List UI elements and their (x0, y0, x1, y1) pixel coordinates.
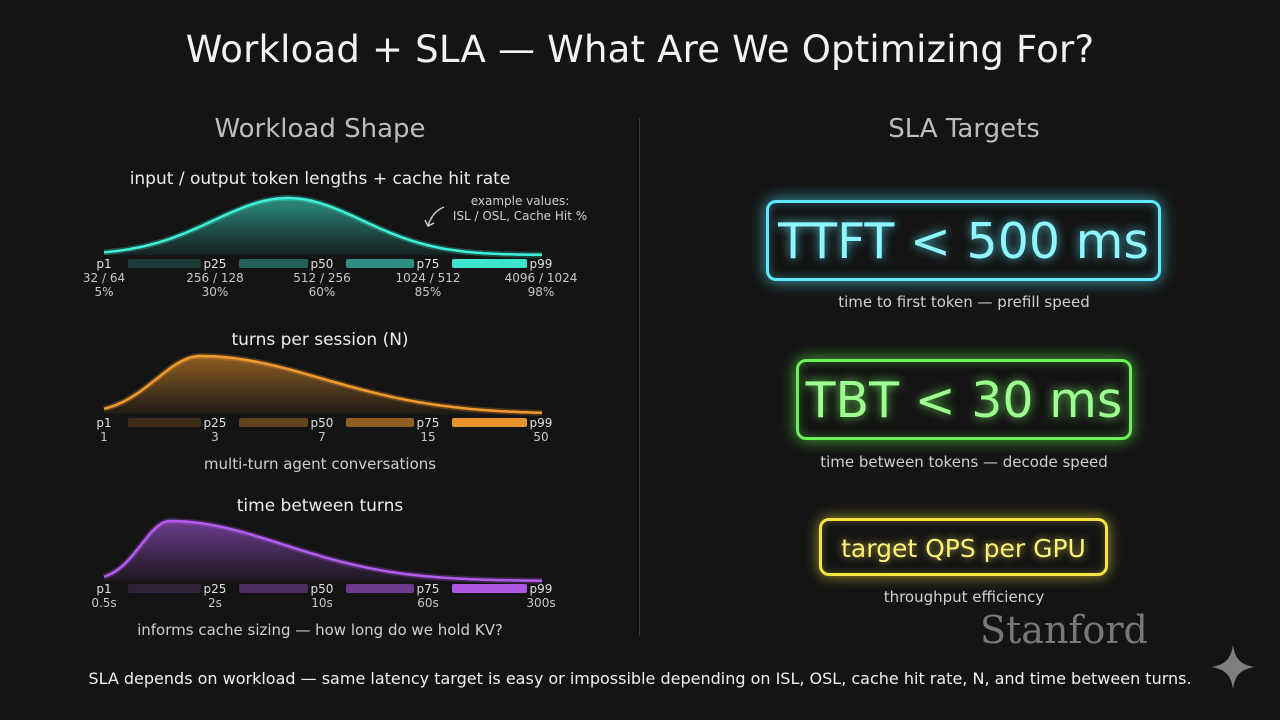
percentile-segment-0-0 (128, 259, 201, 268)
distribution-curves (102, 195, 543, 593)
tick-value-2: 60% (308, 285, 336, 299)
distribution-area-2 (104, 521, 542, 581)
percentile-tick-1-4: p99 50 (501, 416, 581, 444)
tick-value-2: 85% (414, 285, 442, 299)
time-between-turns-title: time between turns (236, 496, 404, 516)
tick-label: p50 (310, 416, 334, 430)
tick-label: p75 (416, 582, 440, 596)
qps-caption: throughput efficiency (883, 588, 1045, 606)
percentile-tick-0-1: p25 256 / 128 30% (175, 257, 255, 299)
tick-value: 512 / 256 (293, 271, 351, 285)
percentile-segment-1-2 (346, 418, 414, 427)
tick-value-2: 5% (94, 285, 114, 299)
column-divider (639, 118, 640, 636)
distribution-area-0 (104, 198, 542, 255)
tbt-target-box: TBT < 30 ms (796, 359, 1132, 440)
percentile-segment-2-1 (239, 584, 308, 593)
tick-label: p25 (203, 582, 227, 596)
tick-value: 50 (533, 430, 549, 444)
tick-label: p1 (96, 582, 112, 596)
percentile-segment-1-0 (128, 418, 201, 427)
percentile-tick-2-0: p1 0.5s (64, 582, 144, 610)
percentile-segment-0-3 (452, 259, 527, 268)
percentile-segment-1-3 (452, 418, 527, 427)
percentile-segment-0-2 (346, 259, 414, 268)
distribution-curve-1 (103, 354, 543, 415)
tick-value-2: 98% (527, 285, 555, 299)
tick-value: 10s (311, 596, 333, 610)
tick-label: p25 (203, 416, 227, 430)
tick-label: p75 (416, 416, 440, 430)
tick-value: 3 (211, 430, 219, 444)
sparkle-icon (1211, 645, 1255, 689)
distribution-curve-0 (103, 196, 542, 257)
tick-value: 0.5s (91, 596, 117, 610)
tick-value: 1 (100, 430, 108, 444)
token-length-dist-title: input / output token lengths + cache hit… (129, 169, 511, 189)
tick-label: p75 (416, 257, 440, 271)
tick-value: 60s (417, 596, 439, 610)
percentile-tick-2-1: p25 2s (175, 582, 255, 610)
ttft-target-box: TTFT < 500 ms (766, 200, 1161, 281)
percentile-segment-2-0 (128, 584, 201, 593)
percentile-segment-0-1 (239, 259, 308, 268)
tick-value: 32 / 64 (82, 271, 126, 285)
distribution-curve-2 (103, 519, 542, 582)
percentile-tick-0-0: p1 32 / 64 5% (64, 257, 144, 299)
percentile-tick-1-3: p75 15 (388, 416, 468, 444)
tick-value: 300s (526, 596, 556, 610)
tick-label: p50 (310, 257, 334, 271)
tick-label: p25 (203, 257, 227, 271)
tick-value: 256 / 128 (186, 271, 244, 285)
tick-label: p99 (529, 416, 553, 430)
distribution-area-1 (104, 356, 542, 414)
tick-label: p99 (529, 257, 553, 271)
tick-label: p99 (529, 582, 553, 596)
percentile-tick-0-2: p50 512 / 256 60% (282, 257, 362, 299)
percentile-tick-0-3: p75 1024 / 512 85% (388, 257, 468, 299)
stanford-logo: Stanford (980, 608, 1148, 652)
percentile-tick-0-4: p99 4096 / 1024 98% (501, 257, 581, 299)
tick-label: p50 (310, 582, 334, 596)
percentile-tick-1-0: p1 1 (64, 416, 144, 444)
tick-value-2: 30% (201, 285, 229, 299)
percentile-tick-1-1: p25 3 (175, 416, 255, 444)
example-values-note: example values: ISL / OSL, Cache Hit % (452, 194, 588, 223)
turns-dist-title: turns per session (N) (231, 330, 409, 350)
percentile-tick-2-2: p50 10s (282, 582, 362, 610)
percentile-segment-2-2 (346, 584, 414, 593)
percentile-segment-1-1 (239, 418, 308, 427)
qps-target-box: target QPS per GPU (819, 518, 1108, 576)
note-arrow-icon (424, 206, 445, 227)
time-between-turns-caption: informs cache sizing — how long do we ho… (137, 621, 503, 639)
sla-targets-heading: SLA Targets (888, 114, 1040, 144)
tick-value: 4096 / 1024 (504, 271, 578, 285)
tick-value: 7 (318, 430, 326, 444)
tick-value: 1024 / 512 (395, 271, 461, 285)
tick-label: p1 (96, 416, 112, 430)
percentile-segment-2-3 (452, 584, 527, 593)
percentile-tick-2-3: p75 60s (388, 582, 468, 610)
slide-title: Workload + SLA — What Are We Optimizing … (185, 28, 1095, 71)
footer-note: SLA depends on workload — same latency t… (88, 669, 1192, 688)
ttft-caption: time to first token — prefill speed (838, 293, 1090, 311)
tick-value: 15 (420, 430, 436, 444)
workload-shape-heading: Workload Shape (214, 114, 426, 144)
percentile-tick-2-4: p99 300s (501, 582, 581, 610)
tbt-caption: time between tokens — decode speed (820, 453, 1108, 471)
tick-label: p1 (96, 257, 112, 271)
turns-caption: multi-turn agent conversations (203, 455, 437, 473)
percentile-tick-1-2: p50 7 (282, 416, 362, 444)
tick-value: 2s (208, 596, 222, 610)
